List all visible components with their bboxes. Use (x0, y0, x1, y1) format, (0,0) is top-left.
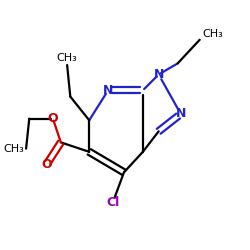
Text: O: O (48, 112, 58, 125)
Text: O: O (41, 158, 52, 171)
Text: N: N (154, 68, 164, 81)
Text: CH₃: CH₃ (202, 28, 223, 38)
Text: Cl: Cl (106, 196, 120, 209)
Text: CH₃: CH₃ (3, 144, 24, 154)
Text: N: N (176, 108, 186, 120)
Text: CH₃: CH₃ (57, 53, 78, 63)
Text: N: N (103, 84, 113, 97)
